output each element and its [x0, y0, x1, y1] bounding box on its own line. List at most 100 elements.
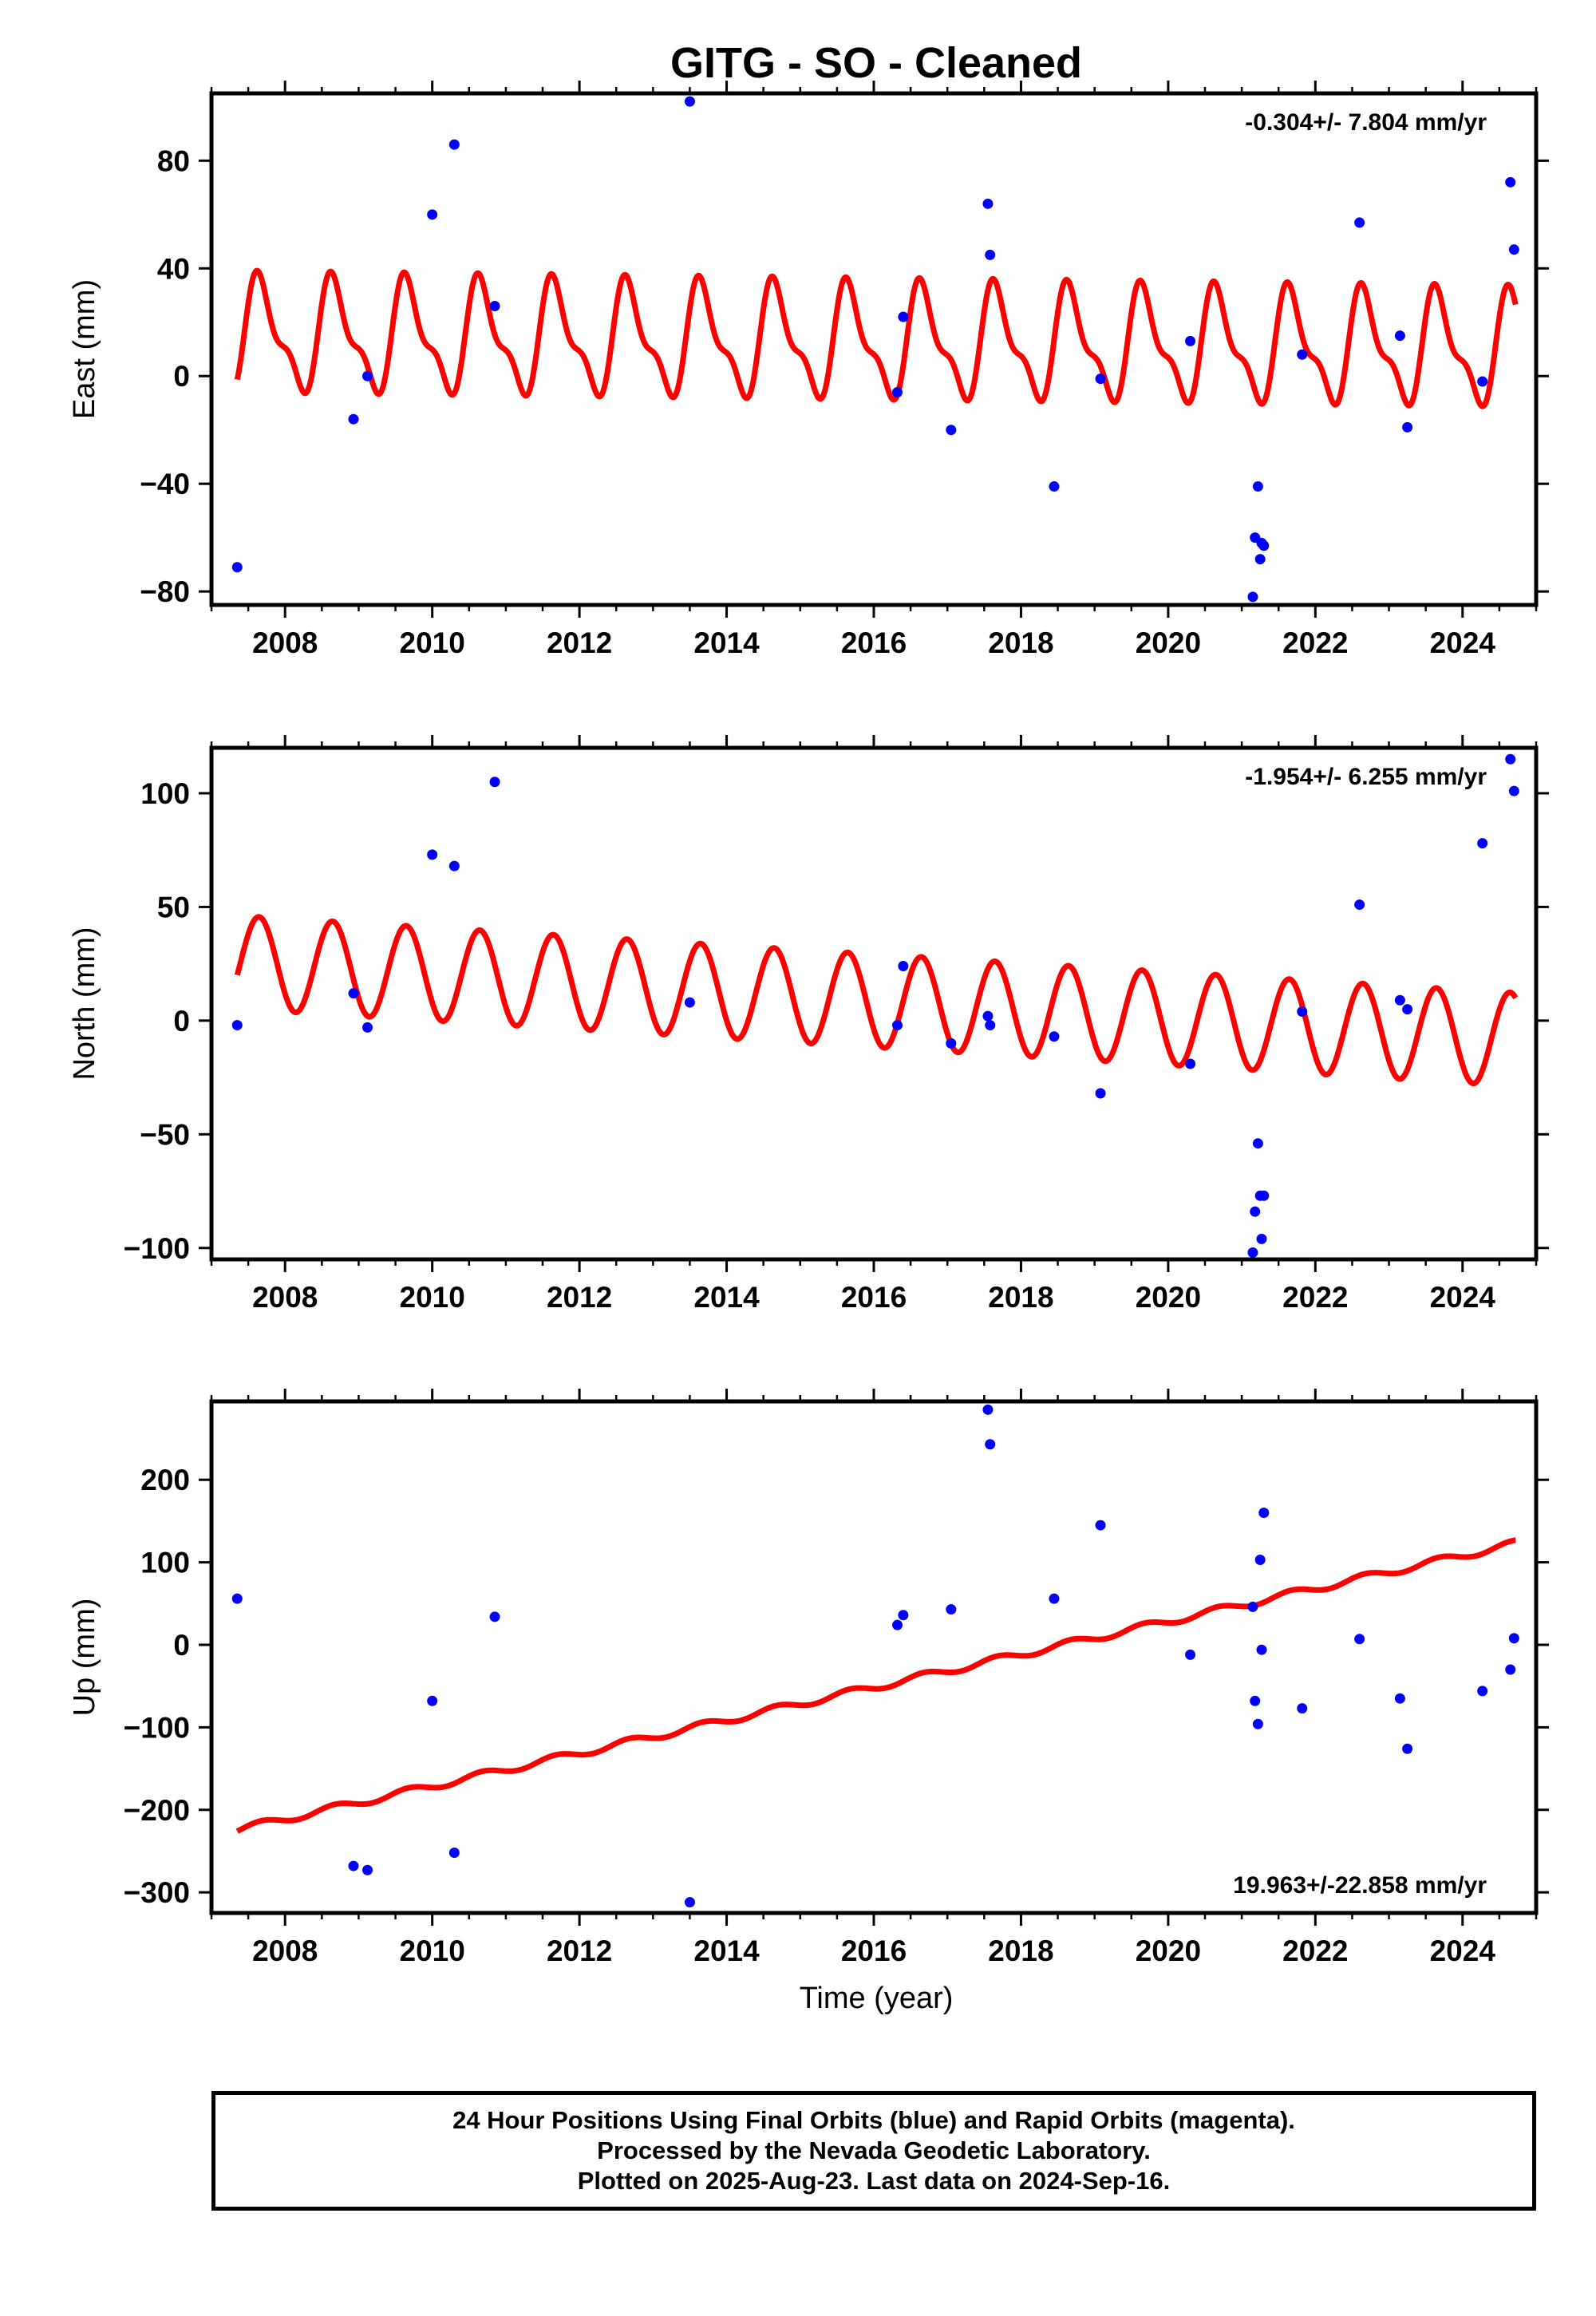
data-point — [985, 1439, 996, 1450]
x-tick-label: 2008 — [252, 626, 318, 659]
data-point — [231, 1020, 243, 1031]
data-point — [1354, 1634, 1365, 1645]
data-point — [489, 777, 500, 788]
x-tick-label: 2008 — [252, 1935, 318, 1967]
y-axis-label: East (mm) — [68, 279, 101, 419]
data-point — [489, 1611, 500, 1622]
data-point — [1095, 373, 1106, 385]
data-point — [898, 1610, 909, 1621]
data-point — [1394, 330, 1405, 342]
data-point — [1477, 376, 1488, 387]
data-point — [1095, 1088, 1106, 1099]
data-point — [348, 1860, 359, 1871]
data-point — [985, 249, 996, 260]
data-point — [1258, 1508, 1270, 1519]
x-tick-label: 2010 — [400, 1281, 465, 1314]
data-point — [1250, 1206, 1261, 1217]
up-panel: 2008 2010 2012 2014 2016 2018 2020 2022 2024 −300… — [68, 1389, 1549, 1967]
data-point — [1394, 994, 1405, 1006]
x-tick-label: 2016 — [841, 626, 907, 659]
data-point — [1250, 1695, 1261, 1706]
x-tick-label: 2022 — [1282, 626, 1348, 659]
data-point — [982, 1404, 994, 1415]
y-axis-label: Up (mm) — [68, 1599, 101, 1717]
y-tick-label: −80 — [140, 575, 190, 608]
plot-frame — [209, 1399, 1539, 1915]
x-tick-label: 2018 — [988, 1935, 1053, 1967]
data-point — [1402, 1004, 1413, 1015]
data-point — [1402, 421, 1413, 433]
plot-frame — [209, 91, 1539, 607]
data-point — [1252, 1138, 1263, 1149]
x-tick-label: 2016 — [841, 1935, 907, 1967]
north-panel: 2008 2010 2012 2014 2016 2018 2020 2022 2024 −100… — [68, 735, 1549, 1314]
x-tick-label: 2018 — [988, 1281, 1053, 1314]
x-tick-label: 2010 — [400, 1935, 465, 1967]
plot-frame — [209, 745, 1539, 1262]
data-point — [892, 386, 903, 397]
footer-box: 24 Hour Positions Using Final Orbits (bl… — [211, 2091, 1536, 2211]
x-tick-label: 2012 — [547, 626, 612, 659]
data-point — [1247, 1247, 1258, 1258]
data-point — [348, 988, 359, 999]
x-tick-label: 2014 — [693, 626, 760, 659]
y-tick-label: 80 — [157, 144, 190, 177]
data-point — [489, 301, 500, 312]
x-tick-label: 2020 — [1136, 1935, 1201, 1967]
y-tick-label: −200 — [124, 1794, 190, 1827]
data-point — [1505, 176, 1516, 188]
data-point — [898, 311, 909, 322]
data-point — [362, 1022, 373, 1033]
data-point — [1394, 1693, 1405, 1704]
data-point — [982, 198, 994, 209]
data-point — [427, 849, 438, 860]
y-tick-label: −100 — [124, 1711, 190, 1744]
x-axis-label: Time (year) — [800, 1982, 954, 2015]
data-point — [1354, 899, 1365, 911]
data-point — [1185, 1649, 1196, 1660]
data-point — [946, 425, 957, 436]
data-point — [427, 1695, 438, 1706]
figure-title: GITG - SO - Cleaned — [670, 39, 1082, 87]
y-tick-label: −40 — [140, 468, 190, 500]
data-point — [1508, 244, 1519, 255]
data-point — [1185, 335, 1196, 346]
x-tick-label: 2022 — [1282, 1935, 1348, 1967]
data-point — [1247, 1601, 1258, 1612]
x-tick-label: 2020 — [1136, 626, 1201, 659]
x-tick-label: 2010 — [400, 626, 465, 659]
data-point — [892, 1020, 903, 1031]
data-point — [1508, 1633, 1519, 1644]
data-point — [684, 997, 695, 1008]
y-tick-label: 50 — [157, 891, 190, 923]
x-tick-label: 2008 — [252, 1281, 318, 1314]
data-point — [1258, 1190, 1270, 1201]
x-tick-label: 2024 — [1430, 1935, 1496, 1967]
footer-line-3: Plotted on 2025-Aug-23. Last data on 202… — [577, 2167, 1171, 2195]
data-point — [1258, 540, 1270, 551]
y-tick-label: 0 — [173, 1005, 190, 1037]
data-point — [898, 960, 909, 971]
data-point — [1505, 753, 1516, 765]
data-point — [946, 1604, 957, 1615]
y-tick-label: 200 — [140, 1464, 190, 1496]
x-tick-label: 2014 — [693, 1281, 760, 1314]
data-point — [1049, 481, 1060, 492]
x-tick-label: 2014 — [693, 1935, 760, 1967]
data-point — [1095, 1520, 1106, 1531]
data-point — [1247, 591, 1258, 603]
model-fit-line — [234, 914, 1519, 1087]
rate-label: -1.954+/- 6.255 mm/yr — [1245, 764, 1487, 790]
data-point — [684, 1897, 695, 1908]
data-point — [1354, 217, 1365, 228]
y-tick-label: −300 — [124, 1876, 190, 1909]
data-point — [231, 1593, 243, 1604]
data-point — [1185, 1058, 1196, 1069]
data-point — [1254, 1555, 1266, 1566]
data-point — [427, 209, 438, 220]
data-point — [362, 1864, 373, 1875]
east-panel: 2008 2010 2012 2014 2016 2018 2020 2022 2024 −80 −… — [68, 81, 1549, 659]
data-point — [1297, 1006, 1308, 1017]
data-point — [1256, 1644, 1267, 1655]
